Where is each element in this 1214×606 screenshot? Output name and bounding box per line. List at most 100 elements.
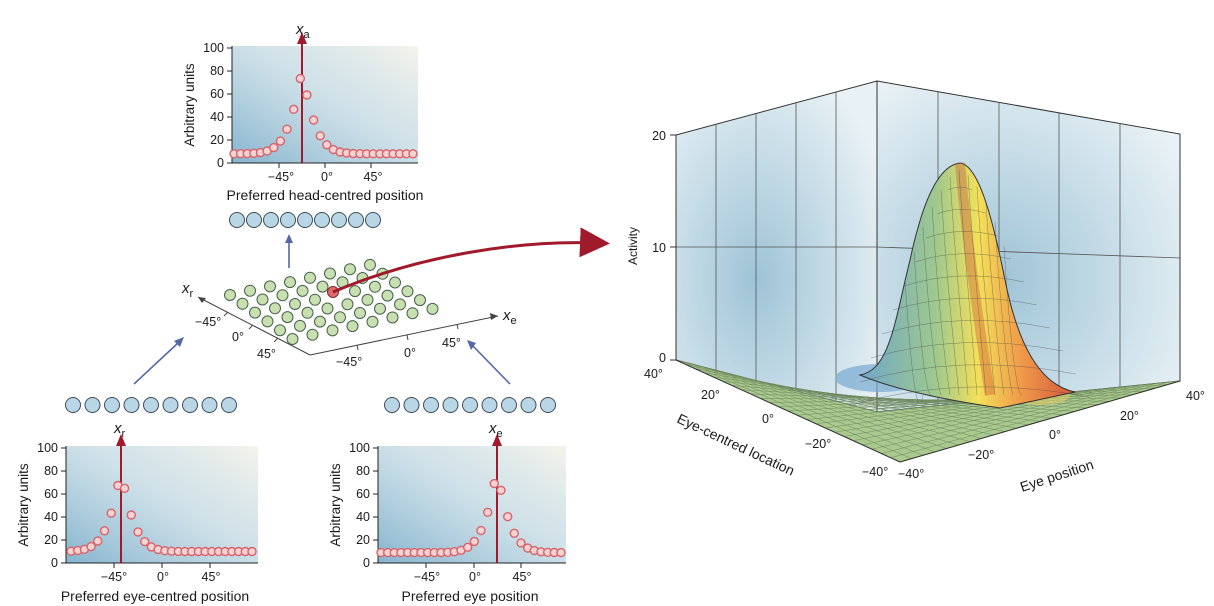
tuning-curve-points <box>376 478 566 558</box>
basis-unit <box>276 289 289 302</box>
curve-point <box>509 528 519 538</box>
projection-arrow <box>332 227 610 294</box>
y-tick-label: 100 <box>349 441 370 455</box>
right-floor-axis <box>899 380 1181 463</box>
unit <box>84 397 101 413</box>
basis-unit <box>224 289 236 301</box>
basis-unit <box>296 284 309 297</box>
y-ticks: 0 20 40 60 80 100 <box>349 441 378 570</box>
unit <box>442 397 459 413</box>
xe-axis <box>309 315 499 356</box>
grid-tick-label: 45° <box>442 336 461 350</box>
eye-centred-plot: 0 20 40 60 80 100 −45° 0° 45° Arbitrary … <box>16 420 258 604</box>
x-ticks: −45° 0° 45° <box>268 163 382 184</box>
curve-point <box>93 536 103 546</box>
y-tick-label: 80 <box>356 464 370 478</box>
x-tick-label: 0° <box>469 570 481 584</box>
left-tick-label: 40° <box>644 367 663 381</box>
x-tick-label: −45° <box>268 170 294 184</box>
curve-point <box>469 536 479 547</box>
output-units-row <box>229 212 381 228</box>
basis-unit <box>309 293 321 306</box>
left-input-arrow <box>133 342 179 385</box>
basis-unit <box>366 315 379 328</box>
curve-point <box>496 485 506 495</box>
curve-point <box>99 526 110 536</box>
y-tick-label: 60 <box>356 487 370 501</box>
unit <box>462 397 478 413</box>
basis-unit <box>249 306 261 319</box>
unit <box>481 397 498 413</box>
basis-unit <box>244 284 256 297</box>
curve-point <box>463 542 473 552</box>
unit <box>348 212 364 228</box>
unit <box>246 212 262 228</box>
y-tick-label: 20 <box>210 133 224 147</box>
basis-unit <box>306 328 319 341</box>
right-tick-label: 40° <box>1186 389 1205 403</box>
left-tick-label: −20° <box>805 437 831 451</box>
unit <box>221 397 237 413</box>
curve-point <box>133 527 143 537</box>
basis-unit <box>304 271 316 284</box>
arrow-head <box>492 434 502 446</box>
grid-ticks <box>223 311 459 351</box>
x-tick-label: −45° <box>414 570 440 584</box>
curve-point <box>516 538 526 548</box>
y-tick-label: 40 <box>356 510 370 524</box>
x-tick-label: 45° <box>202 570 221 584</box>
y-tick-label: 40 <box>210 110 224 124</box>
grid-tick-label: 0° <box>404 346 416 360</box>
unit <box>123 397 140 413</box>
y-tick-label: 80 <box>44 464 58 478</box>
xr-label: xr <box>181 280 194 300</box>
basis-unit <box>314 315 326 328</box>
unit <box>65 397 81 413</box>
x-axis-label: Preferred eye position <box>402 588 539 604</box>
right-tick-label: 20° <box>1120 409 1139 423</box>
basis-unit <box>281 311 294 324</box>
basis-unit <box>349 285 361 298</box>
y-ticks: 0 20 40 60 80 100 <box>203 41 232 170</box>
grid-tick-label: 0° <box>232 330 244 344</box>
surface-plot: 20 10 0 Activity 40° 20° 0° −20° −40° Ey… <box>626 80 1205 495</box>
basis-units <box>224 258 439 345</box>
y-tick-label: 100 <box>37 441 58 455</box>
left-tick-label: 0° <box>762 412 774 426</box>
unit <box>162 397 179 413</box>
z-tick-label: 10 <box>652 241 666 255</box>
x-tick-label: −45° <box>101 570 127 584</box>
x-ticks: −45° 0° 45° <box>414 563 532 584</box>
curve-point <box>139 536 150 547</box>
basis-unit <box>394 298 406 311</box>
y-tick-label: 60 <box>210 87 224 101</box>
left-tick-label: −40° <box>862 465 888 479</box>
basis-unit <box>274 324 286 337</box>
curve-point <box>503 512 513 522</box>
peak-mesh <box>848 170 1090 407</box>
variable-label: xa <box>295 21 311 41</box>
unit <box>501 397 517 413</box>
x-tick-label: 45° <box>513 570 532 584</box>
curve-point <box>247 546 257 557</box>
y-axis-label: Arbitrary units <box>328 463 343 547</box>
grid-tick-label: −45° <box>336 355 362 369</box>
basis-unit <box>344 263 356 276</box>
tuning-curve-points <box>229 73 418 159</box>
unit <box>229 212 245 228</box>
arrow-head <box>174 337 184 347</box>
right-tick-label: −40° <box>898 467 924 481</box>
curve-point <box>86 541 96 552</box>
basis-unit <box>321 302 334 315</box>
basis-unit <box>324 267 336 280</box>
unit <box>104 397 120 413</box>
unit <box>403 397 420 413</box>
y-tick-label: 100 <box>203 41 224 55</box>
basis-unit <box>406 307 419 320</box>
y-tick-label: 0 <box>217 156 224 170</box>
peak-ridge <box>955 162 995 396</box>
basis-unit <box>294 319 306 332</box>
grid-tick-label: 45° <box>257 347 276 361</box>
z-tick-label: 20 <box>652 129 666 143</box>
basis-unit <box>369 280 381 293</box>
